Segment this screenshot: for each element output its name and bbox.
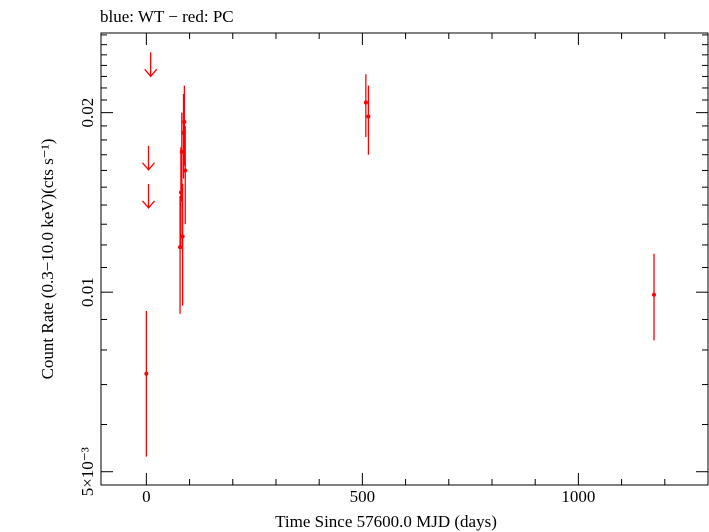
upper-limit-arrow [144,52,158,78]
upper-limit-head [144,68,158,78]
x-axis-label: Time Since 57600.0 MJD (days) [275,512,497,531]
data-point [363,74,368,138]
data-points [144,74,656,457]
upper-limit-arrow [142,145,156,171]
data-point [180,183,185,306]
data-marker [366,114,371,119]
y-axis-ticks: 5×10⁻³ 0.01 0.02 [78,34,708,496]
y-tick-label: 5×10⁻³ [78,447,97,496]
data-marker [180,234,185,239]
data-point [183,125,188,225]
chart-title: blue: WT − red: PC [100,7,234,26]
x-axis-ticks: 0 500 1000 [142,33,709,506]
upper-limit-head [142,200,156,209]
data-marker [651,292,656,297]
data-marker [183,168,188,173]
data-point [182,85,187,166]
data-point [366,85,371,155]
x-tick-label: 500 [350,487,376,506]
data-marker [182,119,187,124]
y-axis-label: Count Rate (0.3−10.0 keV)(cts s⁻¹) [38,139,57,380]
data-point [651,253,656,341]
x-tick-label: 0 [142,487,151,506]
upper-limit-arrow [142,183,156,209]
data-marker [179,149,184,154]
upper-limit-arrows [142,52,158,209]
plot-area-frame [100,32,709,486]
data-point [144,310,149,457]
x-tick-label: 1000 [561,487,595,506]
data-point [179,112,184,202]
upper-limit-head [142,162,156,171]
y-tick-label: 0.02 [78,98,97,128]
data-marker [144,371,149,376]
data-marker [363,100,368,105]
y-tick-label: 0.01 [78,277,97,307]
